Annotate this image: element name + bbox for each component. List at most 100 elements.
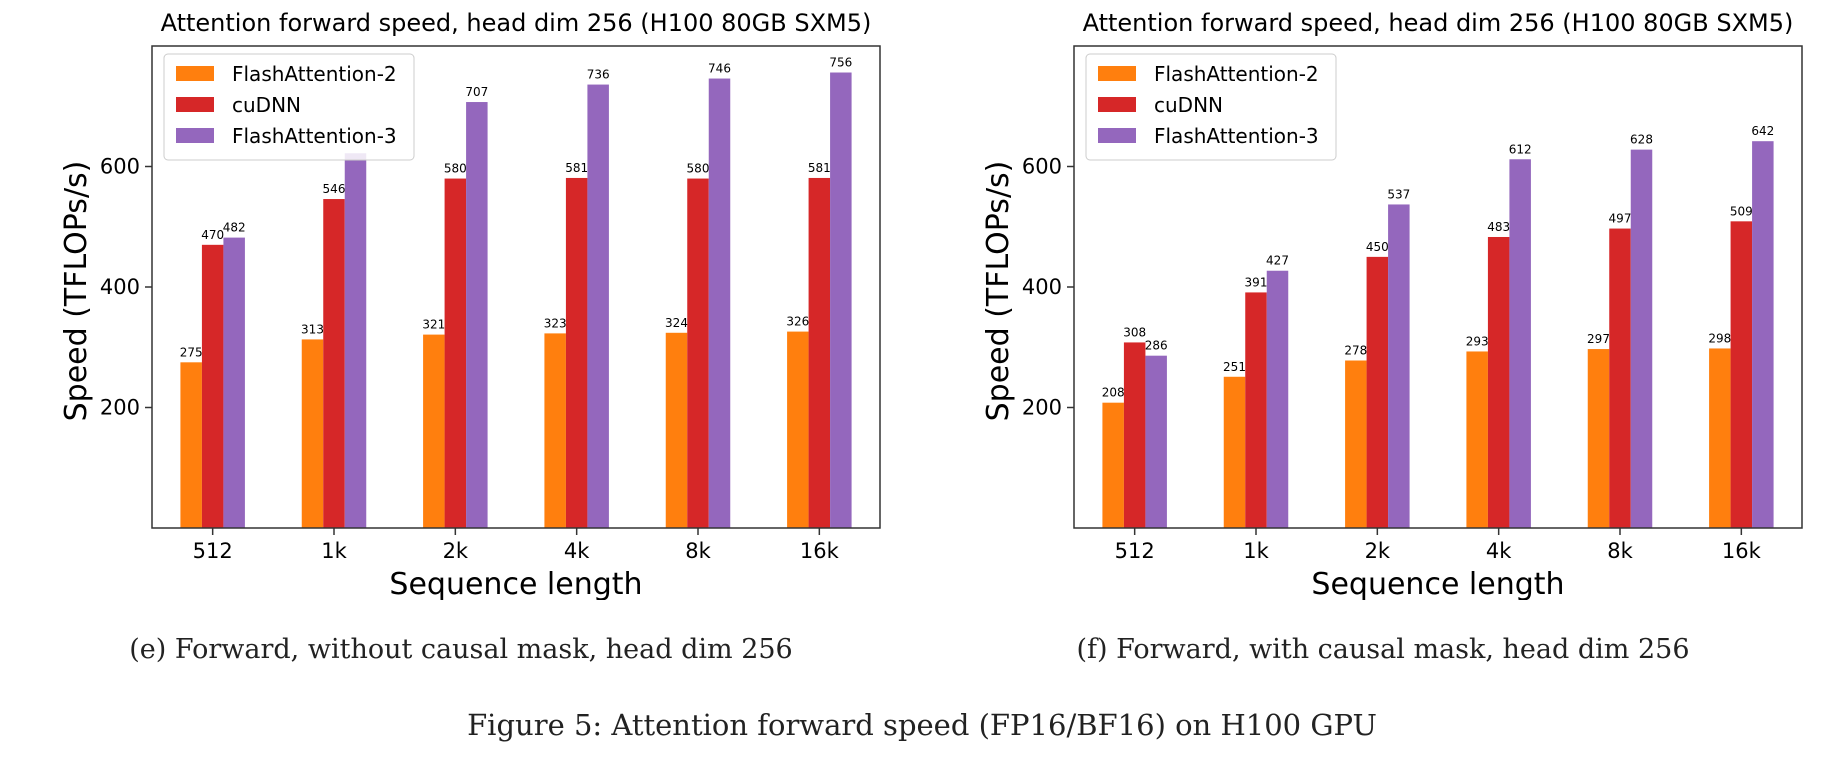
x-tick-label: 16k xyxy=(1722,539,1762,563)
data-label: 537 xyxy=(1387,187,1410,201)
bar-flashattention-2-2k xyxy=(1345,360,1367,528)
legend-label: FlashAttention-3 xyxy=(232,124,397,148)
data-label: 308 xyxy=(1123,325,1146,339)
bar-flashattention-2-16k xyxy=(787,331,809,528)
data-label: 391 xyxy=(1245,275,1268,289)
legend-box xyxy=(1085,53,1337,161)
data-label: 642 xyxy=(1751,124,1774,138)
data-label: 497 xyxy=(1609,212,1632,226)
y-axis-label: Speed (TFLOPs/s) xyxy=(59,161,94,422)
bar-flashattention-2-4k xyxy=(1466,351,1488,528)
bar-flashattention-2-1k xyxy=(301,339,324,528)
y-tick-label: 600 xyxy=(1022,155,1062,179)
data-label: 251 xyxy=(1223,360,1246,374)
legend-swatch-flashattention-3 xyxy=(1098,128,1136,143)
bar-flashattention-2-8k xyxy=(665,332,688,528)
data-label: 581 xyxy=(808,161,831,175)
legend-swatch-flashattention-2 xyxy=(1098,66,1136,81)
data-label: 509 xyxy=(1730,204,1753,218)
data-label: 470 xyxy=(201,228,224,242)
y-tick-label: 600 xyxy=(100,155,140,179)
data-label: 286 xyxy=(1145,339,1168,353)
data-label: 736 xyxy=(587,68,610,82)
legend-label: FlashAttention-2 xyxy=(1154,62,1319,86)
legend-swatch-flashattention-2 xyxy=(176,66,214,81)
x-tick-label: 16k xyxy=(800,539,840,563)
bar-flashattention-3-8k xyxy=(708,78,731,528)
bar-flashattention-3-8k xyxy=(1630,149,1653,528)
legend-swatch-cudnn xyxy=(1098,97,1136,112)
legend-label: cuDNN xyxy=(1154,93,1223,117)
bar-cudnn-2k xyxy=(1366,256,1389,528)
y-tick-label: 200 xyxy=(100,396,140,420)
legend-swatch-flashattention-3 xyxy=(176,128,214,143)
bar-flashattention-3-1k xyxy=(1266,270,1289,528)
legend-label: cuDNN xyxy=(232,93,301,117)
chart-title: Attention forward speed, head dim 256 (H… xyxy=(161,9,872,37)
figure-caption: Figure 5: Attention forward speed (FP16/… xyxy=(467,708,1377,742)
bar-cudnn-16k xyxy=(808,177,831,528)
data-label: 275 xyxy=(180,345,203,359)
chart-left: Attention forward speed, head dim 256 (H… xyxy=(59,9,881,600)
data-label: 746 xyxy=(708,62,731,76)
data-label: 297 xyxy=(1587,332,1610,346)
bar-flashattention-3-512 xyxy=(1145,355,1167,528)
x-tick-label: 2k xyxy=(1365,539,1391,563)
bar-flashattention-3-16k xyxy=(830,72,852,528)
x-tick-label: 4k xyxy=(1486,539,1512,563)
bar-cudnn-4k xyxy=(565,177,588,528)
data-label: 208 xyxy=(1102,386,1125,400)
bar-flashattention-3-2k xyxy=(1388,204,1410,528)
legend-box xyxy=(163,53,415,161)
data-label: 581 xyxy=(565,161,588,175)
data-label: 482 xyxy=(223,221,246,235)
legend: FlashAttention-2 cuDNN FlashAttention-3 xyxy=(1085,53,1337,161)
data-label: 313 xyxy=(301,322,324,336)
subcaption-e: (e) Forward, without causal mask, head d… xyxy=(129,634,793,665)
data-label: 324 xyxy=(665,316,688,330)
data-label: 278 xyxy=(1344,344,1367,358)
bar-flashattention-3-2k xyxy=(466,102,488,528)
bar-flashattention-3-4k xyxy=(1509,159,1531,528)
bar-cudnn-16k xyxy=(1730,221,1753,528)
bar-flashattention-2-512 xyxy=(180,362,202,528)
y-tick-label: 400 xyxy=(1022,275,1062,299)
legend-swatch-cudnn xyxy=(176,97,214,112)
data-label: 707 xyxy=(465,85,488,99)
x-axis-label: Sequence length xyxy=(389,567,642,600)
bar-cudnn-512 xyxy=(1123,342,1146,528)
x-axis-label: Sequence length xyxy=(1311,567,1564,600)
chart-right: Attention forward speed, head dim 256 (H… xyxy=(981,9,1803,600)
bar-flashattention-2-512 xyxy=(1102,402,1124,528)
x-tick-label: 2k xyxy=(443,539,469,563)
bar-flashattention-3-4k xyxy=(587,84,609,528)
bar-cudnn-8k xyxy=(1609,228,1631,528)
data-label: 628 xyxy=(1630,133,1653,147)
bar-cudnn-2k xyxy=(444,178,467,529)
x-tick-label: 1k xyxy=(321,539,347,563)
bar-cudnn-8k xyxy=(687,178,709,529)
bar-flashattention-3-512 xyxy=(223,237,245,528)
data-label: 321 xyxy=(422,318,445,332)
legend-label: FlashAttention-2 xyxy=(232,62,397,86)
data-label: 612 xyxy=(1509,142,1532,156)
y-axis-label: Speed (TFLOPs/s) xyxy=(981,161,1016,422)
data-label: 293 xyxy=(1466,334,1489,348)
y-tick-label: 200 xyxy=(1022,396,1062,420)
y-tick-label: 400 xyxy=(100,275,140,299)
data-label: 756 xyxy=(829,56,852,70)
bar-cudnn-512 xyxy=(201,244,224,528)
x-tick-label: 512 xyxy=(1115,539,1155,563)
data-label: 298 xyxy=(1708,331,1731,345)
data-label: 483 xyxy=(1487,220,1510,234)
x-tick-label: 8k xyxy=(685,539,711,563)
bar-cudnn-1k xyxy=(1245,292,1267,528)
x-tick-label: 4k xyxy=(564,539,590,563)
chart-title: Attention forward speed, head dim 256 (H… xyxy=(1083,9,1794,37)
bar-flashattention-3-1k xyxy=(344,153,367,528)
legend: FlashAttention-2 cuDNN FlashAttention-3 xyxy=(163,53,415,161)
bar-flashattention-2-16k xyxy=(1709,348,1731,528)
bar-cudnn-4k xyxy=(1487,236,1510,528)
subcaption-f: (f) Forward, with causal mask, head dim … xyxy=(1076,634,1690,665)
